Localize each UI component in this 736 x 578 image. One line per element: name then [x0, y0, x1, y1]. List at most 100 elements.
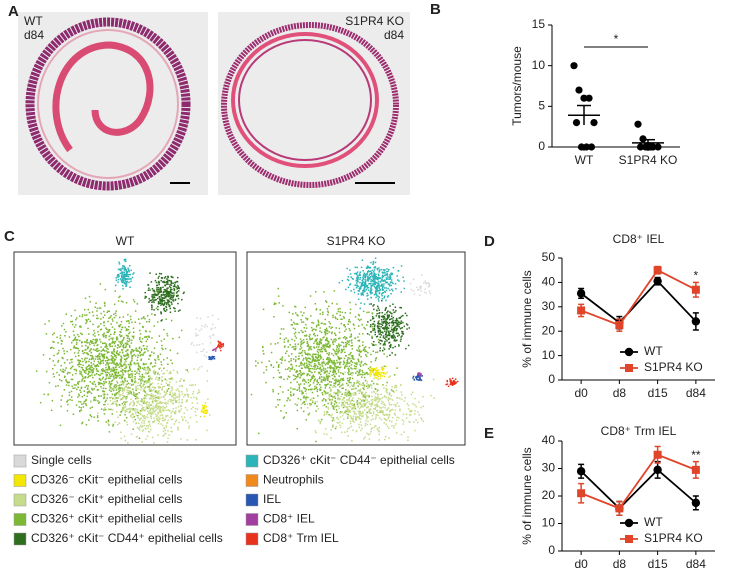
tsne-point: [346, 377, 349, 380]
tsne-point: [371, 316, 374, 318]
tsne-point: [137, 368, 139, 370]
tsne-point: [119, 335, 122, 338]
tsne-point: [115, 403, 117, 405]
tsne-point: [349, 401, 352, 403]
tsne-point: [332, 396, 334, 398]
tsne-point: [154, 358, 156, 361]
tsne-point: [125, 386, 128, 388]
tsne-point: [207, 398, 209, 400]
tsne-point: [93, 388, 95, 390]
tsne-point: [134, 397, 137, 400]
tsne-point: [361, 376, 363, 378]
tsne-point: [92, 370, 94, 372]
tsne-point: [393, 329, 396, 332]
tsne-point: [366, 287, 368, 289]
tsne-point: [305, 365, 308, 367]
tsne-point: [160, 279, 162, 282]
tsne-point: [183, 291, 185, 294]
tsne-point: [71, 320, 74, 323]
tsne-point: [370, 361, 372, 363]
tsne-point: [373, 344, 375, 346]
tsne-point: [138, 351, 141, 353]
tsne-point: [345, 401, 347, 404]
tsne-point: [113, 363, 115, 365]
tsne-point: [354, 416, 357, 418]
tsne-point: [346, 407, 348, 409]
tsne-point: [375, 358, 377, 360]
tsne-point: [158, 391, 160, 393]
tsne-point: [87, 373, 89, 376]
tsne-point: [42, 354, 45, 356]
tsne-point: [173, 411, 175, 413]
tsne-point: [304, 396, 306, 399]
tsne-point: [166, 287, 168, 290]
tsne-point: [100, 346, 102, 348]
tsne-point: [378, 315, 380, 317]
tsne-point: [119, 395, 121, 397]
tsne-point: [116, 275, 119, 277]
tsne-point: [316, 367, 319, 369]
tsne-point: [111, 352, 114, 355]
tsne-point: [354, 316, 357, 318]
tsne-point: [132, 409, 134, 411]
tsne-point: [144, 318, 146, 320]
tsne-point: [403, 420, 405, 423]
tsne-point: [174, 307, 176, 310]
tsne-point: [394, 414, 396, 416]
tsne-point: [150, 281, 153, 283]
panel-label: B: [430, 1, 441, 18]
tsne-point: [134, 377, 136, 380]
tsne-point: [410, 393, 413, 396]
tsne-point: [388, 427, 390, 429]
tsne-point: [128, 345, 131, 347]
tsne-point: [91, 355, 93, 357]
tsne-point: [377, 331, 380, 333]
tsne-point: [374, 274, 376, 276]
tsne-point: [170, 286, 172, 289]
tsne-point: [93, 416, 95, 418]
tsne-point: [388, 342, 390, 344]
tsne-point: [157, 289, 160, 291]
tsne-point: [382, 286, 384, 288]
tsne-point: [347, 341, 350, 344]
tsne-point: [104, 314, 106, 316]
tsne-point: [74, 309, 76, 312]
tsne-point: [372, 350, 374, 352]
tsne-point: [108, 431, 111, 433]
tsne-point: [355, 417, 357, 419]
tsne-point: [96, 347, 99, 350]
tissue-ring: [221, 22, 399, 188]
tsne-point: [366, 381, 369, 383]
tsne-point: [357, 358, 359, 360]
tsne-point: [145, 394, 148, 396]
tsne-point: [81, 422, 83, 425]
tsne-point: [400, 433, 403, 436]
tsne-point: [83, 359, 86, 361]
tsne-point: [323, 391, 326, 393]
tsne-point: [350, 334, 353, 336]
tsne-point: [97, 330, 99, 333]
tsne-point: [345, 393, 348, 395]
tsne-point: [385, 320, 388, 323]
tsne-point: [373, 281, 376, 283]
tsne-point: [129, 369, 131, 371]
tsne-point: [382, 335, 385, 337]
tsne-point: [162, 297, 164, 299]
tsne-point: [126, 389, 128, 391]
tsne-point: [122, 392, 124, 394]
tsne-point: [92, 314, 95, 317]
tsne-point: [372, 323, 374, 325]
tsne-point: [148, 386, 150, 388]
tsne-point: [169, 305, 171, 307]
tsne-point: [116, 381, 119, 384]
tsne-point: [332, 417, 335, 419]
tsne-point: [142, 345, 145, 347]
tsne-point: [391, 317, 393, 320]
tsne-point: [206, 429, 208, 432]
tsne-point: [162, 430, 165, 433]
tsne-point: [136, 397, 139, 400]
tsne-point: [353, 403, 355, 405]
tsne-point: [124, 276, 126, 278]
tsne-point: [153, 370, 155, 373]
tsne-point: [364, 379, 367, 382]
